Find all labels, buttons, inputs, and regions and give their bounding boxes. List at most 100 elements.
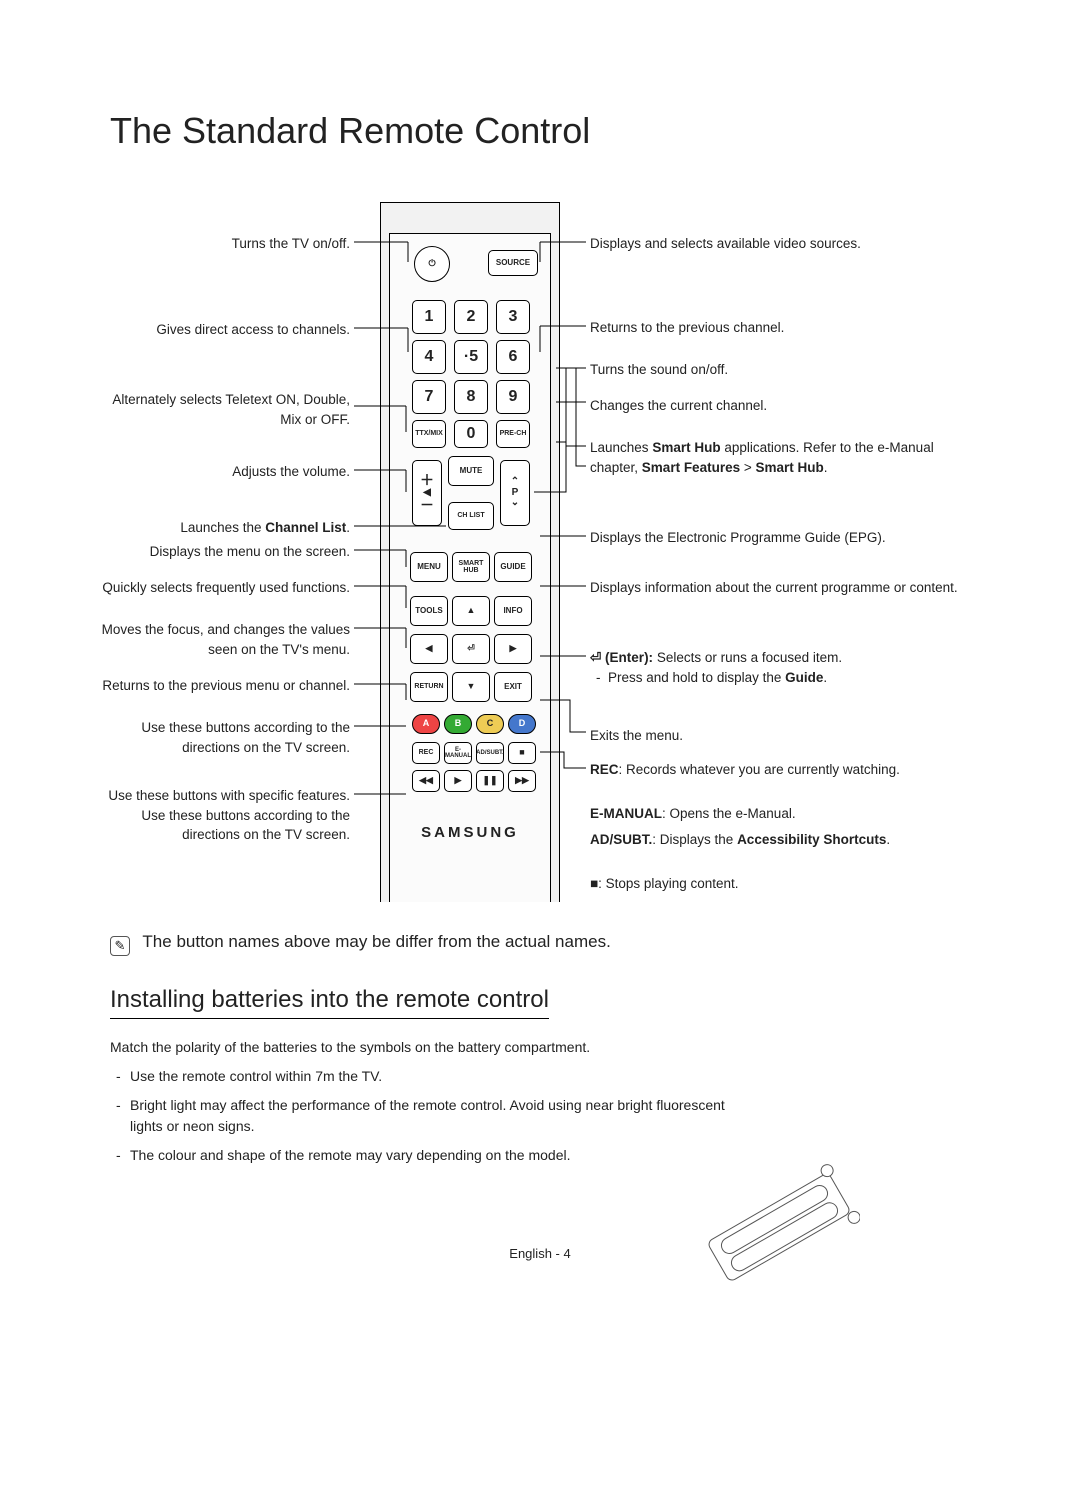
section-intro: Match the polarity of the batteries to t… <box>110 1037 970 1058</box>
text-bold: REC <box>590 762 619 777</box>
label-menu: Displays the menu on the screen. <box>90 542 350 562</box>
channel-rocker: ⌃ P ⌄ <box>500 460 530 526</box>
key-7: 7 <box>412 380 446 414</box>
text: Launches the <box>180 520 265 535</box>
label-mute: Turns the sound on/off. <box>590 360 970 380</box>
text-bold: Channel List <box>265 520 346 535</box>
vol-minus-icon: － <box>420 498 434 513</box>
text-bold: Smart Hub <box>755 460 823 475</box>
label-chlist: Launches the Channel List. <box>90 518 350 538</box>
ch-down-icon: ⌄ <box>511 498 519 509</box>
prev-button: ◀◀ <box>412 770 440 792</box>
label-playback: Use these buttons with specific features… <box>90 786 350 845</box>
remote-diagram: Turns the TV on/off. Gives direct access… <box>110 202 970 922</box>
label-power: Turns the TV on/off. <box>90 234 350 254</box>
info-button: INFO <box>494 596 532 626</box>
key-6: 6 <box>496 340 530 374</box>
color-a-button: A <box>412 714 440 734</box>
label-tools: Quickly selects frequently used function… <box>90 578 350 598</box>
tips-list: Use the remote control within 7m the TV.… <box>110 1066 750 1166</box>
label-ttx: Alternately selects Teletext ON, Double,… <box>90 390 350 429</box>
text: : Displays the <box>652 832 737 847</box>
emanual-button: E-MANUAL <box>444 742 472 764</box>
exit-button: EXIT <box>494 672 532 702</box>
key-5: ·5 <box>454 340 488 374</box>
remote-inner: ⏻ SOURCE 1 2 3 4 ·5 6 7 8 9 TTX/MIX 0 PR… <box>389 233 551 902</box>
label-emanual: E-MANUAL: Opens the e-Manual. <box>590 804 970 824</box>
nav-up: ▲ <box>452 596 490 626</box>
battery-section: Installing batteries into the remote con… <box>110 986 970 1166</box>
label-return: Returns to the previous menu or channel. <box>90 676 350 696</box>
key-4: 4 <box>412 340 446 374</box>
label-prech: Returns to the previous channel. <box>590 318 970 338</box>
label-guide: Displays the Electronic Programme Guide … <box>590 528 970 548</box>
text-bold: Smart Features <box>642 460 740 475</box>
text-bold: Accessibility Shortcuts <box>737 832 886 847</box>
note-text: The button names above may be differ fro… <box>142 932 610 951</box>
text: . <box>346 520 350 535</box>
text: : Records whatever you are currently wat… <box>619 762 900 777</box>
text-bold: E-MANUAL <box>590 806 662 821</box>
source-button: SOURCE <box>488 250 538 276</box>
text: . <box>824 460 828 475</box>
label-volume: Adjusts the volume. <box>90 462 350 482</box>
key-0: 0 <box>454 420 488 448</box>
key-8: 8 <box>454 380 488 414</box>
note: ✎ The button names above may be differ f… <box>110 932 970 956</box>
label-enter: ⏎ (Enter): Selects or runs a focused ite… <box>590 648 970 687</box>
key-2: 2 <box>454 300 488 334</box>
remote-body: ⏻ SOURCE 1 2 3 4 ·5 6 7 8 9 TTX/MIX 0 PR… <box>380 202 560 902</box>
menu-button: MENU <box>410 552 448 582</box>
label-rec: REC: Records whatever you are currently … <box>590 760 970 780</box>
nav-down: ▼ <box>452 672 490 702</box>
section-title: Installing batteries into the remote con… <box>110 986 549 1019</box>
color-d-button: D <box>508 714 536 734</box>
mute-button: MUTE <box>448 456 494 486</box>
label-smarthub: Launches Smart Hub applications. Refer t… <box>590 438 970 477</box>
note-icon: ✎ <box>110 936 130 956</box>
label-info: Displays information about the current p… <box>590 578 970 598</box>
chlist-button: CH LIST <box>448 502 494 530</box>
text: > <box>740 460 755 475</box>
text-bold: Smart Hub <box>652 440 720 455</box>
vol-plus-icon: ＋ <box>420 473 434 488</box>
page-title: The Standard Remote Control <box>110 110 970 152</box>
battery-illustration <box>700 1164 860 1294</box>
guide-button: GUIDE <box>494 552 532 582</box>
label-colors: Use these buttons according to the direc… <box>90 718 350 757</box>
adsubt-button: AD/SUBT. <box>476 742 504 764</box>
key-9: 9 <box>496 380 530 414</box>
volume-rocker: ＋ ◀ － <box>412 460 442 526</box>
text: Selects or runs a focused item. <box>657 650 842 665</box>
label-stop: ■: Stops playing content. <box>590 874 970 894</box>
label-exit: Exits the menu. <box>590 726 970 746</box>
rec-button: REC <box>412 742 440 764</box>
next-button: ▶▶ <box>508 770 536 792</box>
text: Launches <box>590 440 652 455</box>
brand-label: SAMSUNG <box>390 824 550 841</box>
stop-button: ■ <box>508 742 536 764</box>
tip-item: The colour and shape of the remote may v… <box>110 1145 750 1166</box>
power-button: ⏻ <box>414 246 450 282</box>
key-3: 3 <box>496 300 530 334</box>
return-button: RETURN <box>410 672 448 702</box>
text: : Opens the e-Manual. <box>662 806 796 821</box>
play-button: ▶ <box>444 770 472 792</box>
label-enter-sub: Press and hold to display the Guide. <box>590 668 970 688</box>
pause-button: ❚❚ <box>476 770 504 792</box>
ttx-button: TTX/MIX <box>412 420 446 448</box>
nav-right: ▶ <box>494 634 532 664</box>
label-nav: Moves the focus, and changes the values … <box>90 620 350 659</box>
tip-item: Use the remote control within 7m the TV. <box>110 1066 750 1087</box>
nav-left: ◀ <box>410 634 448 664</box>
text: . <box>886 832 890 847</box>
color-b-button: B <box>444 714 472 734</box>
text: . <box>823 670 827 685</box>
text-bold: AD/SUBT. <box>590 832 652 847</box>
text-bold: ⏎ (Enter): <box>590 650 657 665</box>
label-source: Displays and selects available video sou… <box>590 234 970 254</box>
enter-button: ⏎ <box>452 634 490 664</box>
text: Press and hold to display the <box>608 670 785 685</box>
text-bold: Guide <box>785 670 823 685</box>
key-1: 1 <box>412 300 446 334</box>
